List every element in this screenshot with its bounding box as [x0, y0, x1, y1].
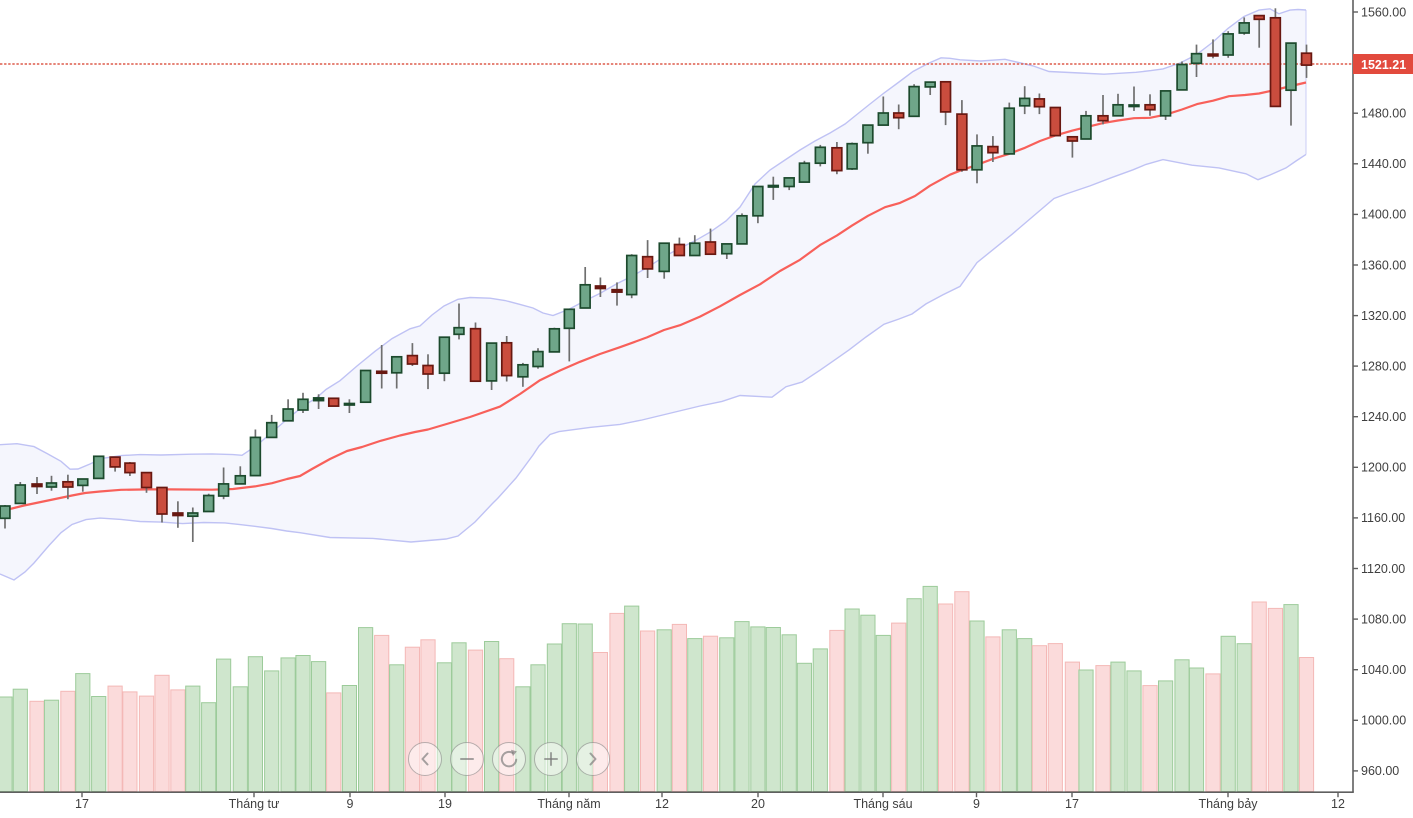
svg-text:1040.00: 1040.00: [1361, 663, 1406, 677]
svg-text:1440.00: 1440.00: [1361, 157, 1406, 171]
svg-text:20: 20: [751, 797, 765, 811]
svg-text:12: 12: [1331, 797, 1345, 811]
svg-text:9: 9: [347, 797, 354, 811]
svg-text:1240.00: 1240.00: [1361, 410, 1406, 424]
svg-text:Tháng tư: Tháng tư: [229, 797, 280, 811]
svg-text:1400.00: 1400.00: [1361, 208, 1406, 222]
svg-text:12: 12: [655, 797, 669, 811]
svg-text:1280.00: 1280.00: [1361, 359, 1406, 373]
svg-text:960.00: 960.00: [1361, 764, 1399, 778]
svg-text:17: 17: [75, 797, 89, 811]
svg-text:Tháng năm: Tháng năm: [537, 797, 600, 811]
svg-text:1120.00: 1120.00: [1361, 562, 1405, 576]
svg-text:1360.00: 1360.00: [1361, 258, 1406, 272]
svg-text:1000.00: 1000.00: [1361, 714, 1406, 728]
svg-text:1160.00: 1160.00: [1361, 511, 1405, 525]
svg-text:1560.00: 1560.00: [1361, 5, 1406, 19]
svg-text:1200.00: 1200.00: [1361, 461, 1406, 475]
svg-text:Tháng bảy: Tháng bảy: [1198, 797, 1258, 811]
svg-text:1080.00: 1080.00: [1361, 612, 1406, 626]
svg-text:1480.00: 1480.00: [1361, 107, 1406, 121]
svg-text:9: 9: [973, 797, 980, 811]
svg-text:1320.00: 1320.00: [1361, 309, 1406, 323]
svg-text:17: 17: [1065, 797, 1079, 811]
svg-text:19: 19: [438, 797, 452, 811]
svg-text:1521.21: 1521.21: [1361, 58, 1406, 72]
svg-text:Tháng sáu: Tháng sáu: [853, 797, 912, 811]
